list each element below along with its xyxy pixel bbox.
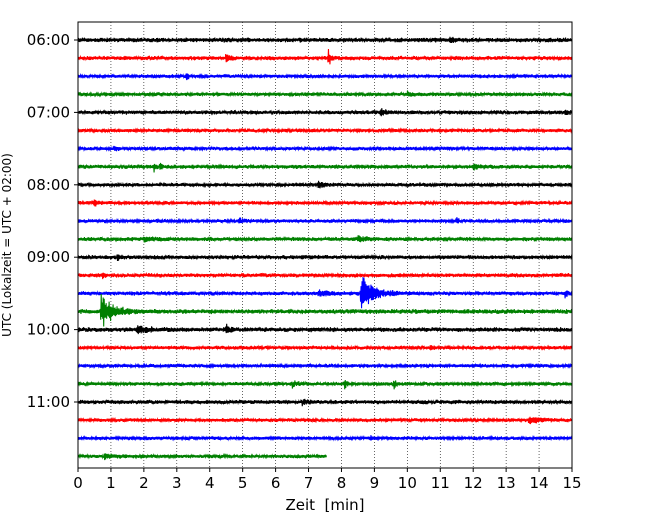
x-grid <box>110 22 540 468</box>
seismic-traces <box>77 36 573 461</box>
y-axis-ticks: 06:00 07:00 08:00 09:00 10:00 11:00 <box>27 31 78 411</box>
x-tick-label: 7 <box>304 474 314 492</box>
trace-row <box>77 416 573 425</box>
trace-row <box>77 276 573 309</box>
x-tick-label: 10 <box>398 474 417 492</box>
x-axis-label: Zeit [min] <box>285 496 364 514</box>
trace-row <box>77 362 573 370</box>
x-tick-label: 12 <box>464 474 483 492</box>
y-tick-label: 08:00 <box>27 176 70 194</box>
trace-row <box>77 344 573 352</box>
trace-row <box>77 49 573 65</box>
y-tick-label: 10:00 <box>27 321 70 339</box>
trace-row <box>77 72 573 81</box>
x-tick-label: 14 <box>530 474 549 492</box>
x-tick-label: 1 <box>106 474 116 492</box>
y-tick-label: 06:00 <box>27 31 70 49</box>
trace-row <box>77 452 328 461</box>
x-tick-label: 5 <box>238 474 248 492</box>
trace-row <box>77 235 573 243</box>
trace-row <box>77 127 573 134</box>
trace-row <box>77 217 573 225</box>
y-tick-label: 07:00 <box>27 103 70 121</box>
trace-row <box>77 180 573 189</box>
trace-row <box>77 271 573 280</box>
trace-row <box>77 253 573 261</box>
trace-row <box>77 145 573 152</box>
trace-row <box>77 323 573 335</box>
x-tick-label: 9 <box>370 474 380 492</box>
x-tick-label: 4 <box>205 474 215 492</box>
x-tick-label: 0 <box>73 474 83 492</box>
x-tick-label: 6 <box>271 474 281 492</box>
y-axis-label: UTC (Lokalzeit = UTC + 02:00) <box>0 153 14 337</box>
x-tick-label: 15 <box>562 474 581 492</box>
x-tick-label: 3 <box>172 474 182 492</box>
x-tick-label: 8 <box>337 474 347 492</box>
trace-row <box>77 108 573 117</box>
trace-row <box>77 434 573 442</box>
trace-row <box>77 90 573 98</box>
plot-frame <box>77 21 573 469</box>
x-tick-label: 11 <box>431 474 450 492</box>
y-tick-label: 11:00 <box>27 393 70 411</box>
x-tick-label: 13 <box>497 474 516 492</box>
trace-row <box>77 36 573 44</box>
y-tick-label: 09:00 <box>27 248 70 266</box>
trace-row <box>77 293 573 327</box>
trace-row <box>77 162 573 173</box>
x-tick-label: 2 <box>139 474 149 492</box>
x-axis-ticks: 0 1 2 3 4 5 6 7 8 9 10 11 12 13 14 15 <box>73 468 582 492</box>
trace-row <box>77 398 573 407</box>
trace-row <box>77 380 573 390</box>
trace-row <box>77 199 573 207</box>
